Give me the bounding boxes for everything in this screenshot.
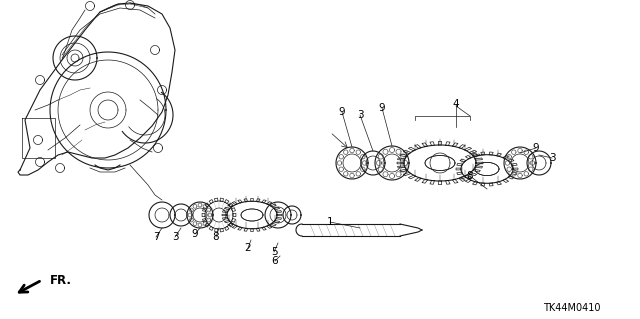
- Text: 8: 8: [467, 171, 474, 181]
- Text: 8: 8: [212, 232, 220, 242]
- Text: 3: 3: [356, 110, 364, 120]
- Text: 9: 9: [339, 107, 346, 117]
- Text: 4: 4: [452, 99, 460, 109]
- Text: 3: 3: [172, 232, 179, 242]
- Text: FR.: FR.: [50, 275, 72, 287]
- Text: TK44M0410: TK44M0410: [543, 303, 601, 313]
- Text: 9: 9: [532, 143, 540, 153]
- Text: 3: 3: [548, 153, 556, 163]
- Text: 9: 9: [192, 229, 198, 239]
- Text: 2: 2: [244, 243, 252, 253]
- Text: 5: 5: [271, 247, 277, 257]
- Text: 9: 9: [379, 103, 385, 113]
- Text: 1: 1: [326, 217, 333, 227]
- Text: 6: 6: [272, 256, 278, 266]
- Text: 7: 7: [153, 232, 159, 242]
